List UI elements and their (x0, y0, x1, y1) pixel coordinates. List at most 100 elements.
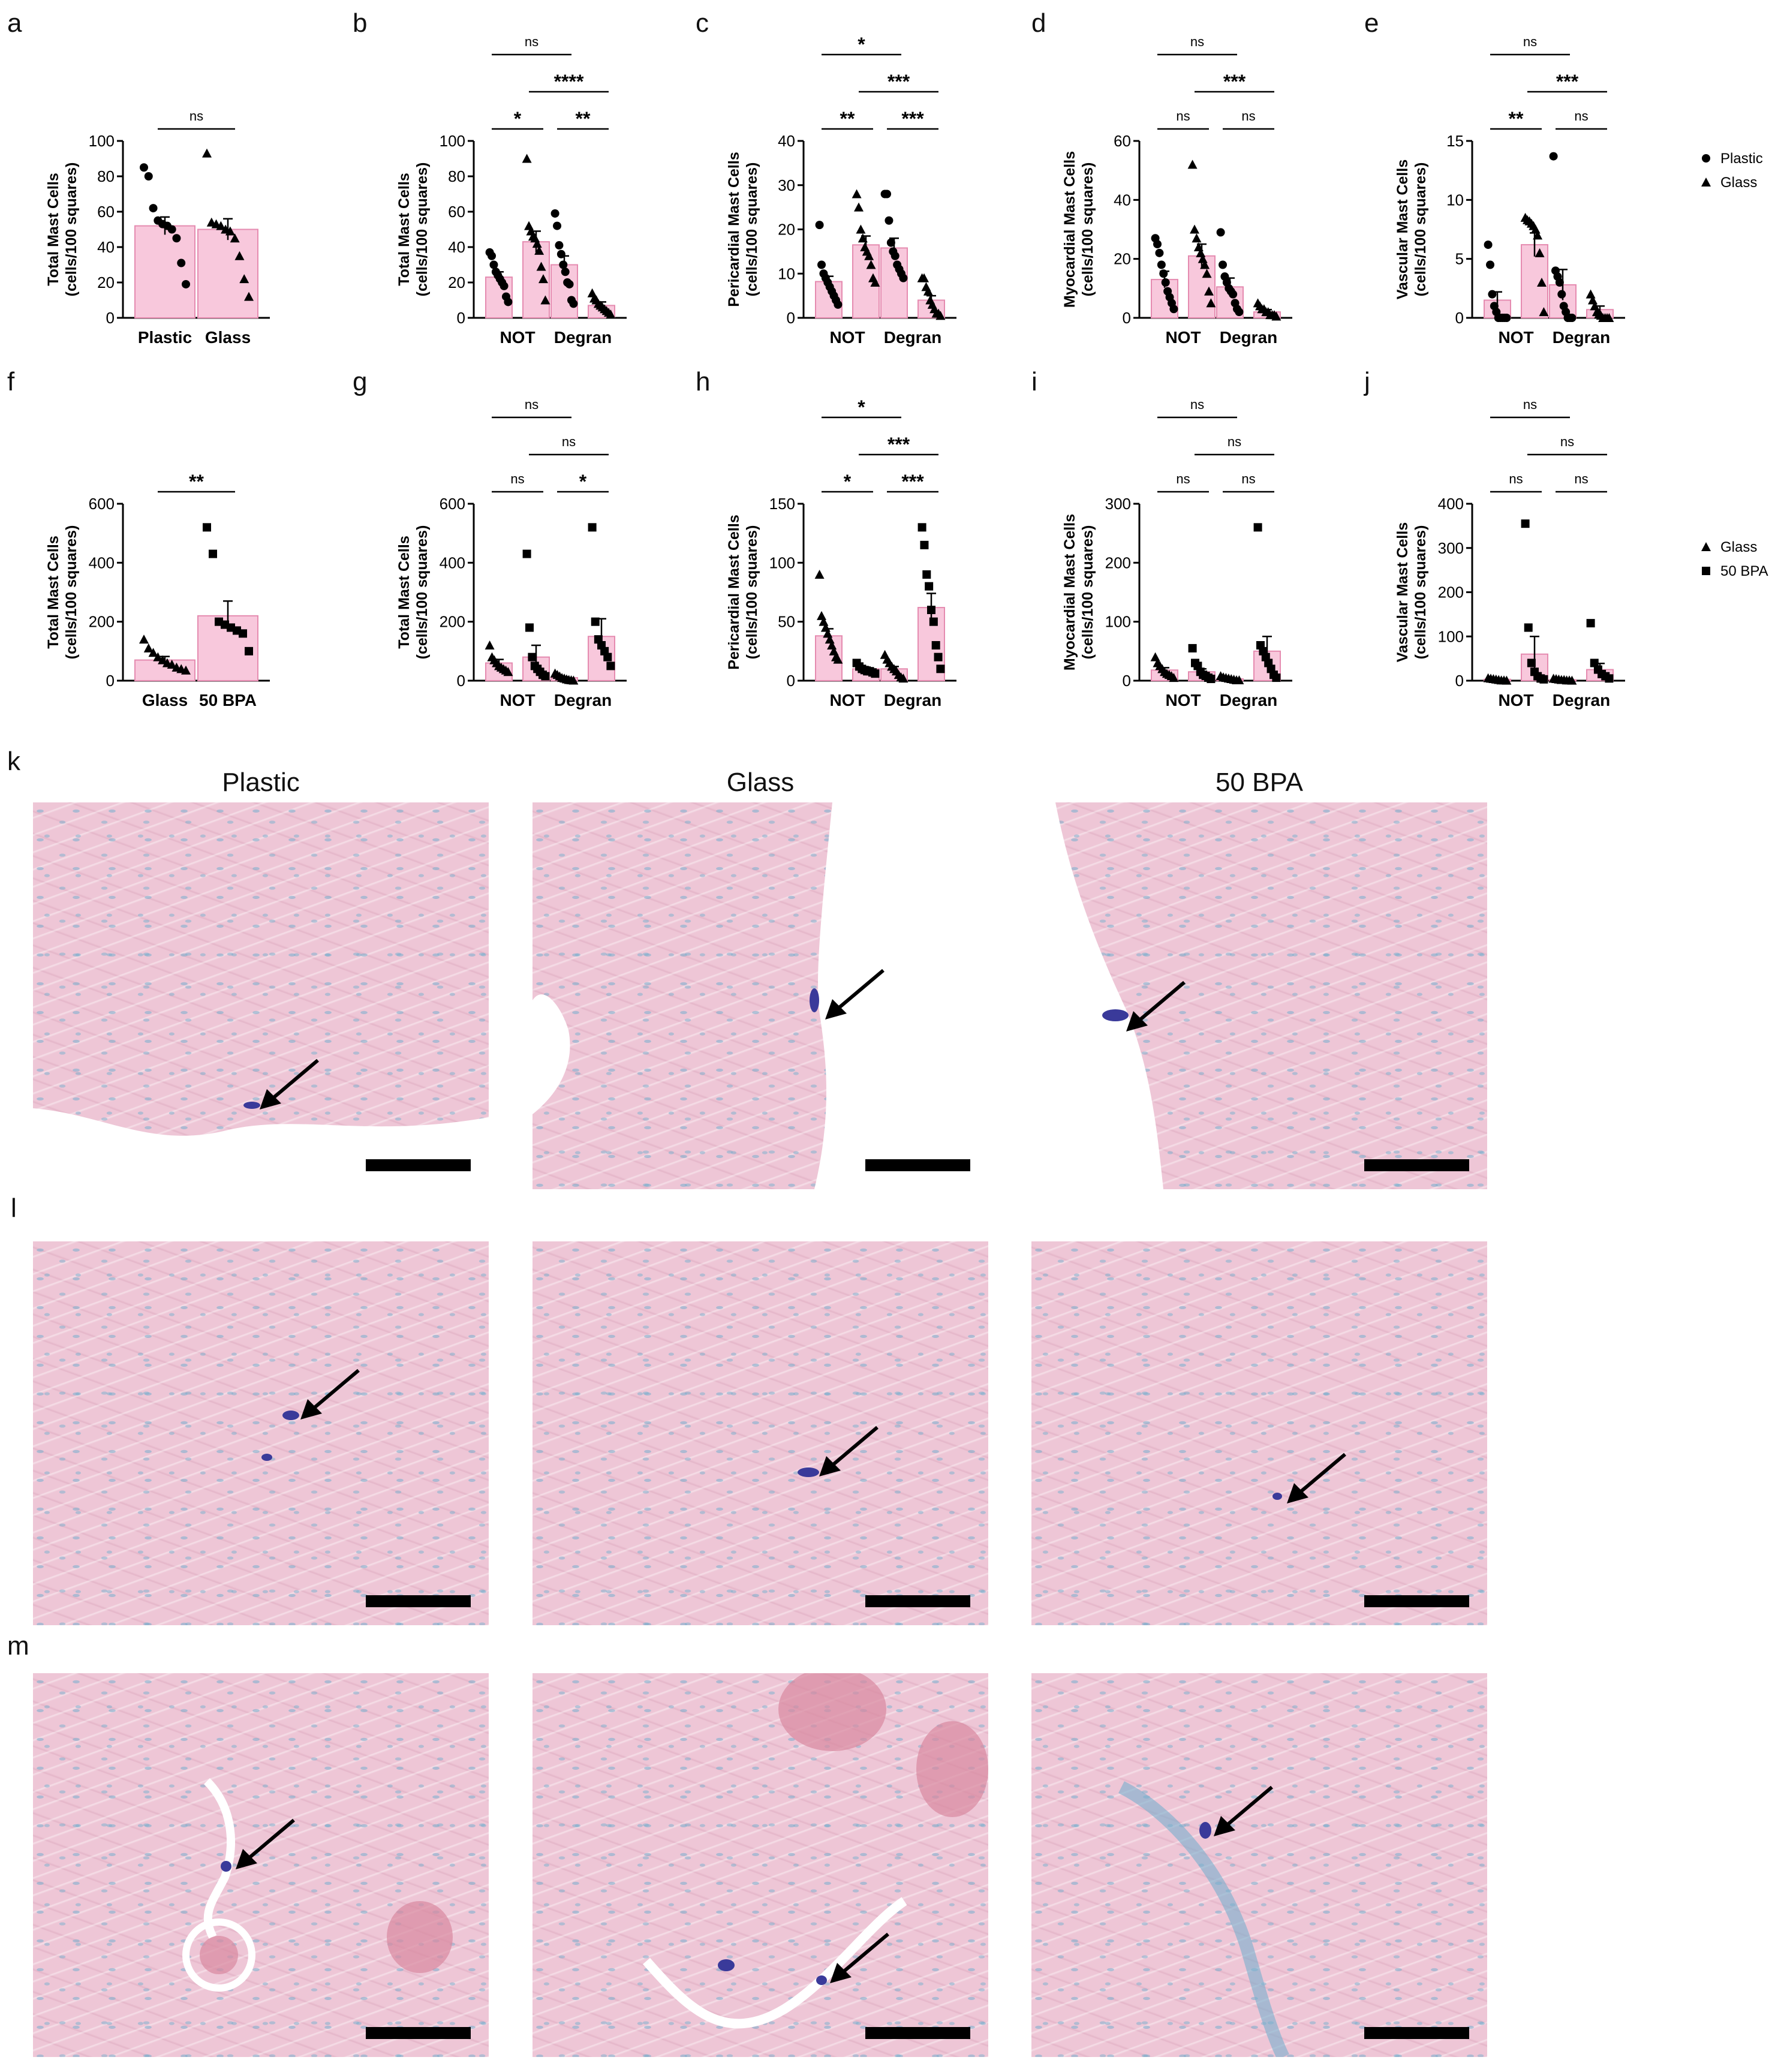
chart-panel-g: 0 200 400 600 Total Mast Cells(cells/100 squ… (396, 397, 627, 709)
data-point (1216, 228, 1225, 237)
x-tick-label: NOT (829, 691, 865, 709)
significance-label: ** (576, 108, 591, 130)
data-point (559, 260, 568, 269)
significance-label: * (579, 471, 587, 492)
significance-label: ** (189, 471, 204, 492)
y-tick-label: 20 (778, 221, 795, 239)
x-tick-label: Degran (884, 328, 941, 347)
arrow-icon (1126, 981, 1186, 1032)
data-point (1488, 290, 1497, 299)
panel-letter-d: d (1031, 8, 1046, 38)
data-point (503, 667, 513, 676)
significance-label: ns (1241, 109, 1255, 124)
significance-label: *** (1556, 71, 1579, 92)
chart-panel-c: 0 10 20 30 40 Pericardial Mast Cells(cells/10… (726, 34, 956, 347)
x-tick-label: Degran (554, 691, 612, 709)
scale-bar (865, 1159, 970, 1171)
significance-label: * (858, 34, 865, 55)
arrow-icon (830, 1932, 889, 1983)
data-point (925, 582, 934, 591)
x-tick-label: Degran (1220, 328, 1277, 347)
data-point (603, 652, 612, 661)
data-point (886, 238, 895, 247)
chart-panel-i: 0 100 200 300 Myocardial Mast Cells(cells/10… (1061, 397, 1292, 709)
significance-label: ns (510, 471, 524, 486)
data-point (1169, 305, 1178, 314)
chart-panel-h: 0 50 100 150 Pericardial Mast Cells(cells/10… (726, 396, 956, 709)
y-axis-label: Total Mast Cells(cells/100 squares) (45, 163, 80, 297)
significance-label: * (844, 471, 852, 492)
legend-label: Glass (1720, 175, 1757, 191)
significance-label: ns (1574, 109, 1588, 124)
y-tick-label: 0 (787, 672, 795, 690)
chart-panel-d: 0 20 40 60 Myocardial Mast Cells(cells/100 s… (1061, 34, 1292, 347)
scale-bar (865, 2027, 970, 2039)
y-axis-label: Pericardial Mast Cells(cells/100 squares… (726, 152, 760, 306)
data-point (1524, 623, 1533, 632)
micrograph-m-glass (533, 1673, 988, 2057)
significance-label: ns (1176, 109, 1190, 124)
data-point (167, 659, 177, 669)
significance-label: ns (189, 109, 203, 124)
data-point (181, 665, 191, 675)
significance-label: ** (840, 108, 855, 130)
significance-label: ns (1574, 471, 1588, 486)
data-point (891, 251, 899, 260)
legend-top: Plastic Glass (1701, 151, 1763, 191)
chart-panel-b: 0 20 40 60 80 100 Total Mast Cells(cells/100 s… (396, 34, 627, 347)
data-point (528, 652, 537, 661)
x-tick-label: Degran (1553, 691, 1610, 709)
data-point (852, 189, 862, 199)
x-tick-label: NOT (500, 328, 535, 347)
significance-label: *** (888, 434, 910, 455)
data-point (1229, 290, 1238, 299)
micrograph-k-plastic (33, 802, 489, 1189)
x-tick-label: Degran (554, 328, 612, 347)
panel-letter-i: i (1031, 367, 1037, 396)
y-axis-label: Vascular Mast Cells(cells/100 squares) (1394, 522, 1429, 662)
data-point (153, 652, 163, 661)
data-point (1590, 658, 1599, 667)
data-point (1161, 278, 1170, 287)
data-point (556, 249, 565, 258)
y-tick-label: 0 (1455, 309, 1464, 327)
significance-label: ns (525, 34, 538, 49)
x-tick-label: Degran (1220, 691, 1277, 709)
data-point (203, 523, 211, 532)
y-axis-label: Vascular Mast Cells(cells/100 squares) (1394, 160, 1429, 299)
arrow-icon (825, 969, 885, 1020)
data-point (885, 216, 894, 225)
data-point (1604, 313, 1614, 322)
y-tick-label: 0 (787, 309, 795, 327)
data-point (239, 274, 249, 284)
data-point (1567, 675, 1577, 685)
micrograph-title-50bpa: 50 BPA (1216, 768, 1303, 797)
y-tick-label: 100 (1105, 613, 1131, 631)
x-tick-label: NOT (1165, 328, 1201, 347)
micrograph-k-glass (533, 802, 988, 1189)
significance-label: ns (562, 434, 576, 449)
data-point (606, 309, 616, 319)
y-tick-label: 400 (440, 554, 465, 572)
significance-label: **** (554, 71, 584, 92)
data-point (1253, 523, 1262, 532)
data-point (1235, 308, 1244, 317)
chart-panel-f: 0 200 400 600 Total Mast Cells(cells/100 squ… (45, 471, 270, 709)
y-tick-label: 200 (89, 613, 115, 631)
y-tick-label: 400 (89, 554, 115, 572)
micrograph-m-plastic (33, 1673, 489, 2057)
data-point (1150, 652, 1160, 661)
data-point (245, 646, 253, 655)
data-point (936, 664, 945, 673)
significance-label: ns (525, 397, 538, 412)
legend-label: Glass (1720, 539, 1757, 555)
bar (197, 228, 258, 318)
y-tick-label: 50 (778, 613, 795, 631)
y-tick-label: 40 (448, 238, 465, 256)
scale-bar (1364, 2027, 1469, 2039)
x-tick-label: Degran (884, 691, 941, 709)
data-point (898, 673, 908, 683)
data-point (1568, 314, 1577, 322)
significance-label: ns (1523, 34, 1537, 49)
y-tick-label: 300 (1438, 539, 1464, 557)
